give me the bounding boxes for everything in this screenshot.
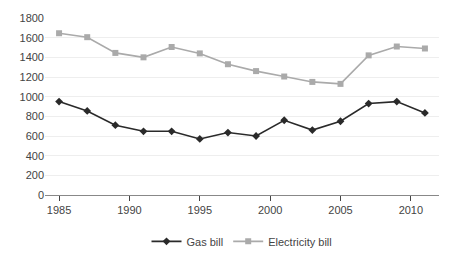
svg-text:1000: 1000 (20, 91, 44, 103)
svg-text:1400: 1400 (20, 51, 44, 63)
svg-text:1600: 1600 (20, 32, 44, 44)
svg-text:200: 200 (26, 169, 44, 181)
svg-text:0: 0 (38, 189, 44, 201)
svg-text:1990: 1990 (117, 204, 141, 216)
svg-text:1995: 1995 (188, 204, 212, 216)
svg-text:2000: 2000 (258, 204, 282, 216)
svg-text:600: 600 (26, 130, 44, 142)
svg-text:800: 800 (26, 110, 44, 122)
svg-text:1800: 1800 (20, 12, 44, 24)
svg-text:2010: 2010 (399, 204, 423, 216)
svg-text:1200: 1200 (20, 71, 44, 83)
svg-text:400: 400 (26, 150, 44, 162)
svg-text:Gas bill: Gas bill (187, 236, 224, 248)
svg-text:1985: 1985 (47, 204, 71, 216)
svg-text:2005: 2005 (328, 204, 352, 216)
svg-text:Electricity bill: Electricity bill (268, 236, 332, 248)
